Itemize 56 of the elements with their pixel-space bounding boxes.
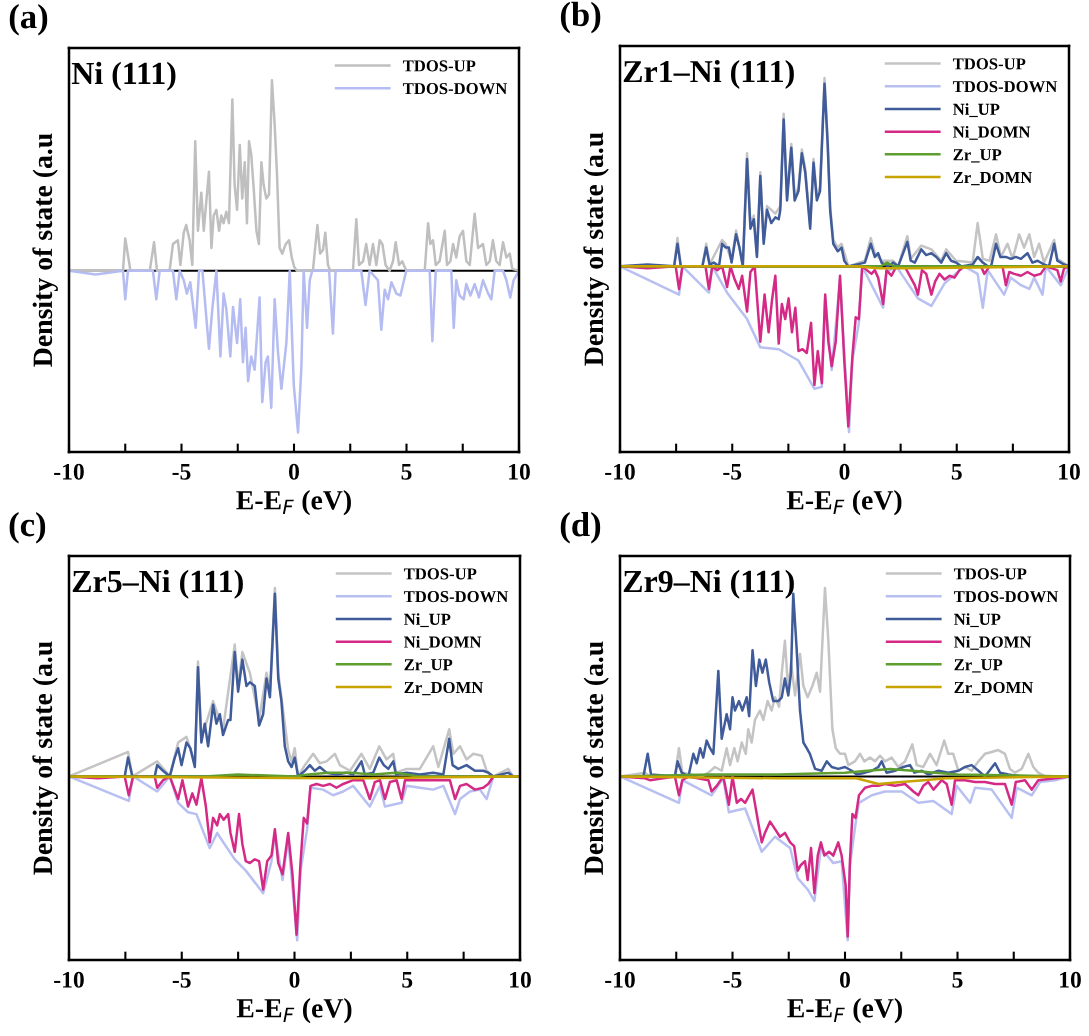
legend-label: Ni_DOMN	[953, 125, 1031, 140]
legend-label: Ni_UP	[953, 103, 1000, 118]
text: (b)	[560, 1, 601, 34]
x-tick-label: 0	[840, 971, 850, 988]
y-axis-title: Density of state (a.u	[32, 133, 58, 367]
y-axis-title: Density of state (a.u	[583, 641, 609, 875]
legend-label: TDOS-DOWN	[953, 591, 1059, 603]
legend-label: TDOS-DOWN	[952, 81, 1058, 93]
x-axis-title: E-E$_{F}$ (eV)	[236, 998, 352, 1024]
y-axis-title: Density of state (a.u	[32, 641, 58, 875]
x-tick-label: -5	[172, 972, 191, 988]
x-tick-label: 5	[952, 972, 963, 988]
x-tick-label: 5	[402, 972, 413, 988]
legend-label: Ni_DOMN	[954, 635, 1032, 650]
x-tick-label: -5	[723, 972, 742, 988]
legend-label: TDOS-UP	[402, 60, 476, 72]
legend-label: Zr_DOMN	[404, 681, 484, 696]
x-tick-label: 10	[510, 971, 531, 988]
chart-title: Zr1–Ni (111)	[623, 59, 794, 89]
legend-label: TDOS-DOWN	[403, 591, 509, 603]
x-axis-title: E-E$_{F}$ (eV)	[786, 490, 902, 516]
x-axis-title: E-E$_{F}$ (eV)	[787, 998, 902, 1024]
legend-label: Zr_UP	[953, 149, 1002, 163]
text: (d)	[560, 511, 601, 544]
legend-label: Zr_DOMN	[954, 681, 1034, 696]
x-tick-label: 10	[1060, 971, 1081, 988]
text: (c)	[9, 511, 46, 544]
chart-title: Zr5–Ni (111)	[72, 569, 243, 599]
x-tick-label: 0	[289, 971, 300, 988]
x-tick-label: -10	[605, 463, 635, 480]
x-tick-label: 0	[289, 463, 299, 480]
legend-label: TDOS-DOWN	[402, 83, 508, 95]
chart-title: Ni (111)	[71, 61, 176, 91]
x-axis-title: E-E$_{F}$ (eV)	[236, 490, 351, 516]
legend-label: Zr_UP	[954, 659, 1003, 673]
legend-label: Zr_UP	[404, 659, 453, 673]
x-tick-label: -5	[172, 464, 191, 480]
legend-label: TDOS-UP	[403, 568, 477, 580]
legend-label: TDOS-UP	[953, 568, 1027, 580]
legend-label: TDOS-UP	[952, 58, 1026, 70]
x-tick-label: -5	[723, 464, 742, 480]
legend-label: Ni_DOMN	[404, 635, 482, 650]
x-tick-label: 10	[1059, 463, 1080, 480]
x-tick-label: 5	[401, 464, 412, 480]
x-tick-label: 0	[839, 463, 850, 480]
x-tick-label: -10	[54, 463, 84, 480]
legend-label: Ni_UP	[954, 613, 1001, 628]
x-tick-label: -10	[54, 971, 84, 988]
x-tick-label: 5	[951, 464, 962, 480]
x-tick-label: 10	[509, 463, 530, 480]
y-axis-title: Density of state (a.u	[583, 132, 609, 366]
chart-title: Zr9–Ni (111)	[623, 569, 794, 599]
text: (a)	[9, 3, 48, 36]
legend-label: Zr_DOMN	[953, 171, 1033, 186]
legend-label: Ni_UP	[404, 613, 451, 628]
x-tick-label: -10	[605, 971, 635, 988]
